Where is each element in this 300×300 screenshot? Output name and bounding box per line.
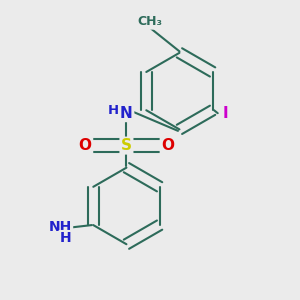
Text: I: I xyxy=(222,106,228,121)
Text: H: H xyxy=(108,104,119,117)
Text: CH₃: CH₃ xyxy=(137,15,163,28)
Text: S: S xyxy=(121,138,132,153)
Text: H: H xyxy=(60,231,71,245)
Text: N: N xyxy=(120,106,133,121)
Text: NH: NH xyxy=(49,220,72,234)
Text: O: O xyxy=(79,138,92,153)
Text: O: O xyxy=(161,138,174,153)
